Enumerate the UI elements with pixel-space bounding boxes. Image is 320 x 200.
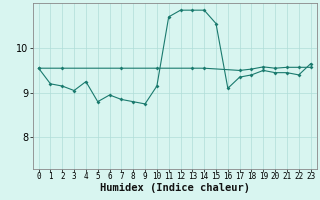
X-axis label: Humidex (Indice chaleur): Humidex (Indice chaleur) bbox=[100, 182, 250, 193]
